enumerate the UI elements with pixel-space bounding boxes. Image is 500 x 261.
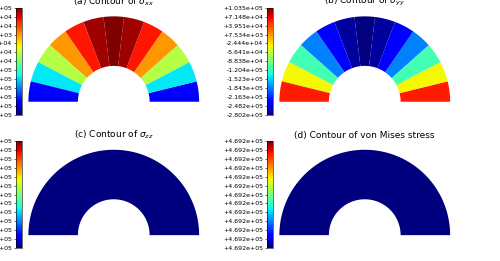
Polygon shape [28,81,79,102]
Polygon shape [50,32,94,78]
Polygon shape [126,22,162,72]
Polygon shape [66,22,101,72]
Polygon shape [140,45,190,85]
Polygon shape [369,17,395,68]
Polygon shape [301,32,344,78]
Polygon shape [38,45,87,85]
Polygon shape [316,22,352,72]
Polygon shape [334,17,360,68]
Polygon shape [146,62,196,93]
Polygon shape [400,81,450,102]
Polygon shape [28,150,199,235]
Title: (b) Contour of $\sigma_{yy}$: (b) Contour of $\sigma_{yy}$ [324,0,406,8]
Polygon shape [280,150,450,235]
Polygon shape [118,17,144,68]
Polygon shape [289,45,338,85]
Title: (c) Contour of $\sigma_{zz}$: (c) Contour of $\sigma_{zz}$ [74,129,154,141]
Title: (d) Contour of von Mises stress: (d) Contour of von Mises stress [294,132,435,140]
Polygon shape [31,62,82,93]
Polygon shape [385,32,428,78]
Polygon shape [84,17,110,68]
Polygon shape [104,16,124,66]
Polygon shape [392,45,440,85]
Polygon shape [148,81,199,102]
Polygon shape [282,62,333,93]
Title: (a) Contour of $\sigma_{xx}$: (a) Contour of $\sigma_{xx}$ [74,0,154,8]
Polygon shape [396,62,448,93]
Polygon shape [354,16,375,66]
Polygon shape [378,22,413,72]
Polygon shape [134,32,178,78]
Polygon shape [280,81,330,102]
